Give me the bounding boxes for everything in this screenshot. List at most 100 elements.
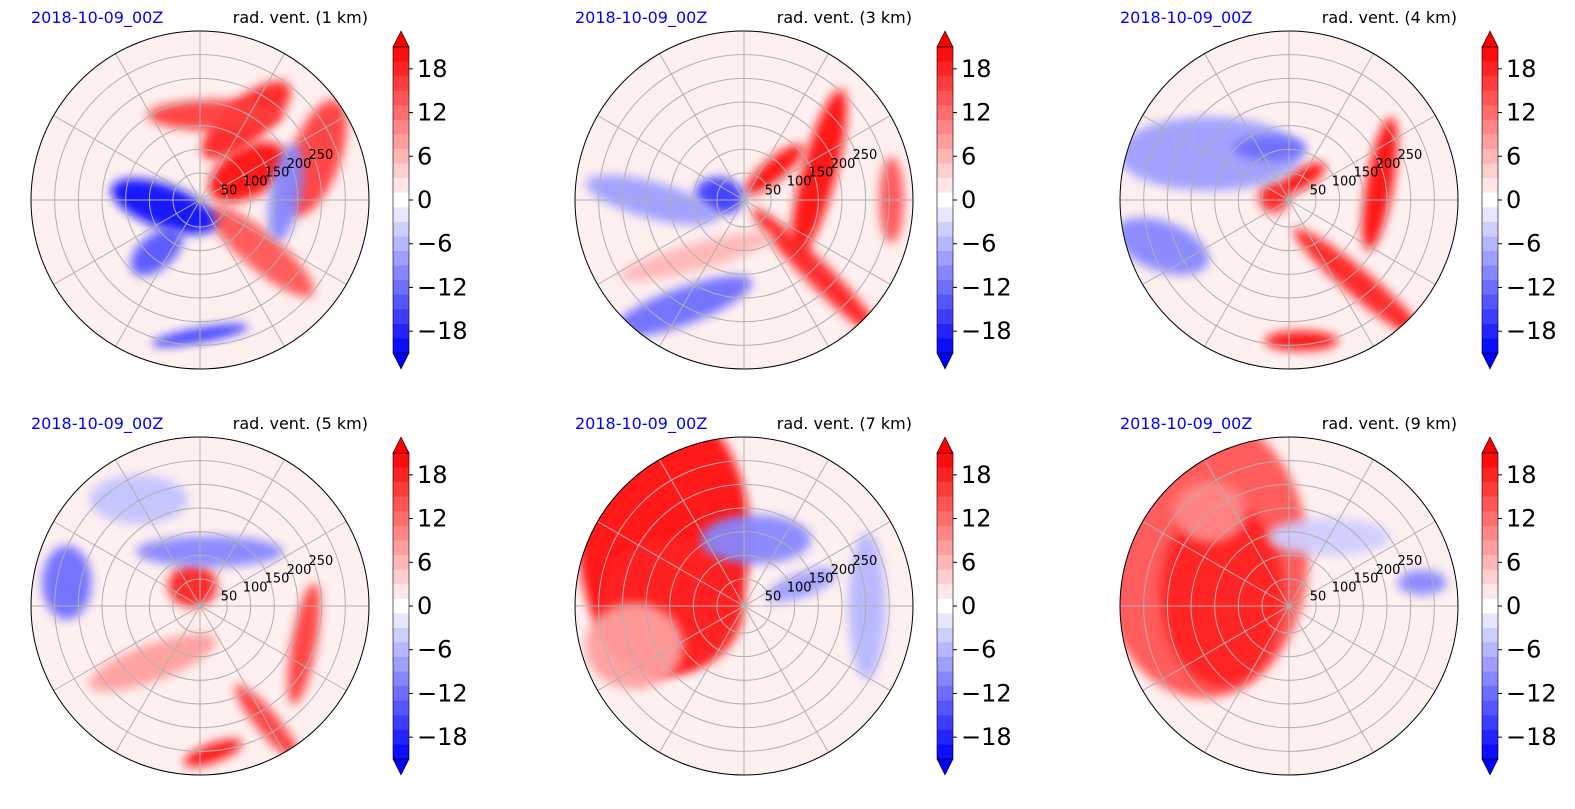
radial-tick-label: 200 [1376,563,1401,578]
azimuth-spoke [1288,521,1436,607]
colorbar-segment [393,729,409,745]
colorbar-tick-label: −12 [417,273,468,301]
colorbar-segment [393,598,409,614]
panel-title: rad. vent. (9 km) [1322,414,1457,433]
colorbar-segment [937,584,953,600]
colorbar: 18 12 6 0 −6 −12 −18 [392,436,468,776]
colorbar-segment [1482,657,1498,673]
colorbar-segment [1482,105,1498,121]
colorbar-extend-max [392,436,410,454]
colorbar-segment [937,134,953,150]
azimuth-spoke [597,199,745,285]
colorbar-segment [937,511,953,527]
colorbar-tick-label: 18 [961,461,992,489]
colorbar: 18 12 6 0 −6 −12 −18 [1481,30,1557,370]
radial-tick-label: 150 [809,166,834,181]
colorbar-tick-label: 12 [417,505,448,533]
colorbar-tick-label: 12 [961,505,992,533]
colorbar-tick-label: 18 [417,55,448,83]
colorbar-extend-max [1481,30,1499,48]
radial-tick-label: 100 [787,581,812,596]
colorbar-segment [393,192,409,208]
azimuth-spoke [659,53,745,201]
field-feature [1233,135,1307,161]
radial-tick-label: 150 [1354,166,1379,181]
colorbar-tick-label: 6 [961,548,976,576]
colorbar-segment [937,729,953,745]
colorbar-segment [1482,149,1498,165]
radial-tick-label: 150 [1354,572,1379,587]
colorbar-segment [937,569,953,585]
radial-tick-label: 100 [1332,581,1357,596]
radial-tick-label: 50 [765,589,782,604]
radial-tick-label: 250 [1398,148,1423,163]
field-feature [1362,117,1398,251]
radial-tick-label: 150 [809,572,834,587]
colorbar-tick-label: 6 [417,142,432,170]
colorbar-segment [393,453,409,469]
colorbar-tick-label: −18 [1506,317,1557,345]
colorbar: 18 12 6 0 −6 −12 −18 [1481,436,1557,776]
polar-grid [575,437,913,775]
colorbar-extend-max [392,30,410,48]
colorbar-segment [1482,294,1498,310]
colorbar-segment [937,686,953,702]
field-feature [1293,228,1427,342]
colorbar-tick-label: 6 [961,142,976,170]
colorbar-segment [1482,323,1498,339]
colorbar-tick-label: 0 [961,592,976,620]
colorbar-tick-label: 6 [1506,142,1521,170]
panel-title: rad. vent. (3 km) [777,8,912,27]
colorbar-segment [393,163,409,179]
colorbar-segment [1482,744,1498,760]
field-feature [147,99,283,131]
field-feature [130,228,183,276]
panel-title: rad. vent. (5 km) [233,414,368,433]
field-feature [208,205,315,298]
radial-tick-label: 50 [221,183,238,198]
colorbar-segment [937,744,953,760]
field-feature [1173,481,1247,543]
azimuth-spoke [115,53,201,201]
colorbar-segment [1482,700,1498,716]
colorbar-tick-label: 0 [417,186,432,214]
colorbar-extend-max [1481,436,1499,454]
azimuth-spoke [659,459,745,607]
colorbar-tick-label: −6 [1506,636,1541,664]
colorbar-segment [937,280,953,296]
colorbar-extend-min [392,758,410,776]
field-feature [700,514,812,565]
radial-tick-label: 250 [853,554,878,569]
colorbar-segment [1482,192,1498,208]
colorbar-tick-label: −6 [417,636,452,664]
azimuth-spoke [115,459,201,607]
radial-tick-label: 100 [243,581,268,596]
colorbar-tick-label: 12 [417,99,448,127]
colorbar-segment [1482,540,1498,556]
azimuth-spoke [1288,115,1436,201]
colorbar-tick-label: 12 [1506,99,1537,127]
field-feature [88,633,217,692]
colorbar-segment [1482,61,1498,77]
colorbar-segment [1482,555,1498,571]
colorbar-tick-label: −6 [961,636,996,664]
colorbar-tick-label: 18 [1506,55,1537,83]
colorbar-segment [393,555,409,571]
colorbar-segment [937,236,953,252]
colorbar-segment [1482,453,1498,469]
azimuth-spoke [53,115,201,201]
radial-tick-label: 150 [265,166,290,181]
colorbar-segment [393,236,409,252]
colorbar: 18 12 6 0 −6 −12 −18 [936,30,1012,370]
colorbar-segment [937,598,953,614]
colorbar-segment [393,613,409,629]
colorbar-tick-label: −12 [417,679,468,707]
field-feature [619,232,774,281]
colorbar-segment [937,221,953,237]
colorbar-segment [393,134,409,150]
colorbar-segment [937,453,953,469]
colorbar-segment [393,207,409,223]
